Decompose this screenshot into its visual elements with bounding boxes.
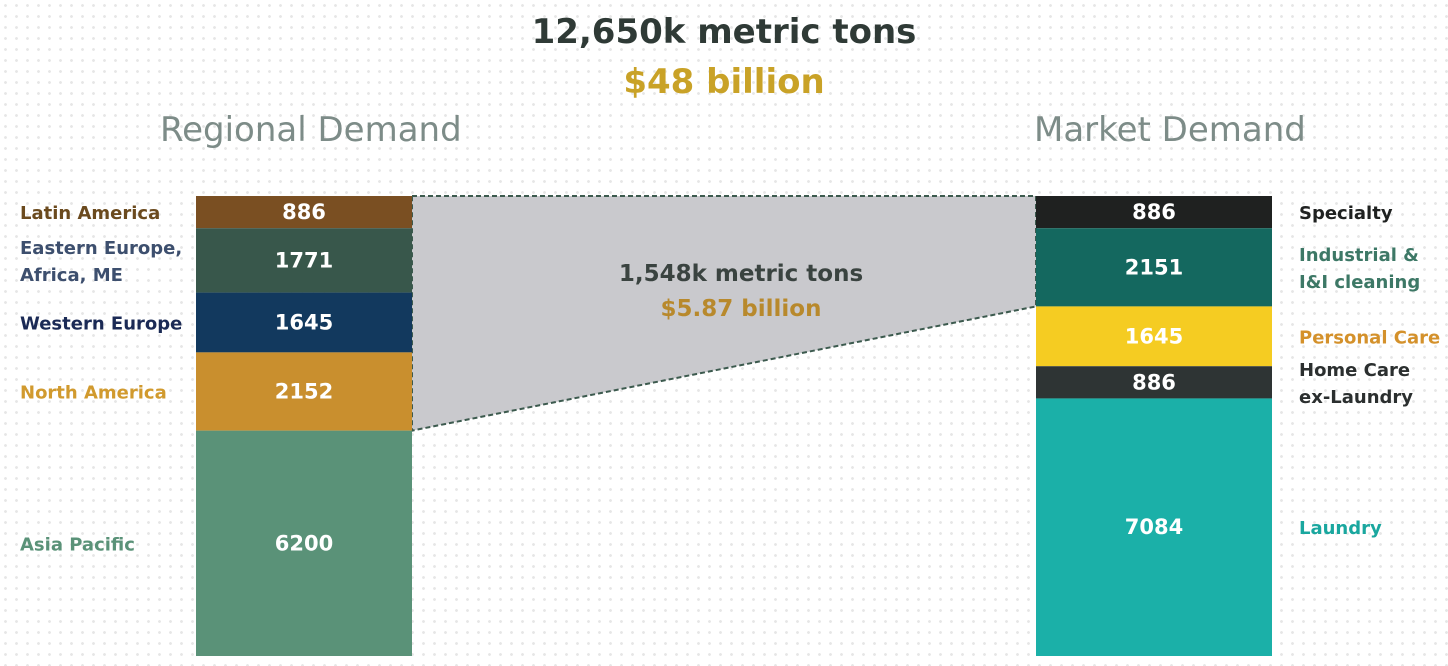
segment-eastern-europe-africa-me [196, 228, 412, 293]
category-label-line: Personal Care [1299, 327, 1440, 348]
category-label-line: Industrial & [1299, 245, 1419, 266]
callout-volume: 1,548k metric tons [619, 261, 863, 287]
category-label-asia-pacific: Asia Pacific [20, 534, 135, 555]
regional-demand-bar: 886 Latin America 1771 Eastern Europe, Afric… [20, 196, 412, 656]
category-label-line: Specialty [1299, 203, 1393, 224]
segment-north-america [196, 352, 412, 431]
value-label-home-care-ex-laundry: 886 [1132, 370, 1176, 394]
chart-subtitle: $48 billion [623, 62, 825, 102]
value-label-personal-care: 1645 [1125, 324, 1183, 348]
segment-home-care-ex-laundry [1036, 366, 1272, 399]
category-label-personal-care: Personal Care [1299, 327, 1440, 348]
category-label-line: Eastern Europe, [20, 238, 182, 259]
category-label-eastern-europe-africa-me: Eastern Europe, Africa, ME [20, 238, 182, 286]
value-label-western-europe: 1645 [275, 310, 333, 334]
category-label-laundry: Laundry [1299, 518, 1382, 539]
chart-title: 12,650k metric tons [531, 12, 917, 52]
category-label-line: Asia Pacific [20, 534, 135, 555]
category-label-latin-america: Latin America [20, 203, 160, 224]
segment-specialty [1036, 196, 1272, 229]
category-label-industrial-i-i-cleaning: Industrial & I&I cleaning [1299, 245, 1420, 293]
value-label-latin-america: 886 [282, 200, 326, 224]
segment-western-europe [196, 292, 412, 353]
value-label-north-america: 2152 [275, 380, 333, 404]
value-label-eastern-europe-africa-me: 1771 [275, 248, 333, 272]
regional-demand-title: Regional Demand [160, 110, 462, 150]
category-label-line: ex-Laundry [1299, 387, 1413, 408]
category-label-line: Laundry [1299, 518, 1382, 539]
segment-industrial-i-i-cleaning [1036, 228, 1272, 307]
value-label-industrial-i-i-cleaning: 2151 [1125, 255, 1183, 279]
category-label-home-care-ex-laundry: Home Care ex-Laundry [1299, 360, 1413, 408]
category-label-specialty: Specialty [1299, 203, 1393, 224]
segment-asia-pacific [196, 430, 412, 656]
category-label-line: Latin America [20, 203, 160, 224]
value-label-laundry: 7084 [1125, 515, 1183, 539]
category-label-line: Western Europe [20, 313, 182, 334]
segment-latin-america [196, 196, 412, 229]
callout-value: $5.87 billion [661, 296, 822, 322]
value-label-asia-pacific: 6200 [275, 531, 333, 555]
segment-laundry [1036, 398, 1272, 656]
category-label-line: Africa, ME [20, 265, 123, 286]
segment-personal-care [1036, 306, 1272, 367]
category-label-western-europe: Western Europe [20, 313, 182, 334]
market-demand-bar: 886 Specialty 2151 Industrial & I&I cleaning… [1036, 196, 1440, 656]
market-demand-title: Market Demand [1034, 110, 1306, 150]
category-label-line: North America [20, 383, 167, 404]
category-label-line: I&I cleaning [1299, 272, 1420, 293]
category-label-line: Home Care [1299, 360, 1410, 381]
category-label-north-america: North America [20, 383, 167, 404]
value-label-specialty: 886 [1132, 200, 1176, 224]
